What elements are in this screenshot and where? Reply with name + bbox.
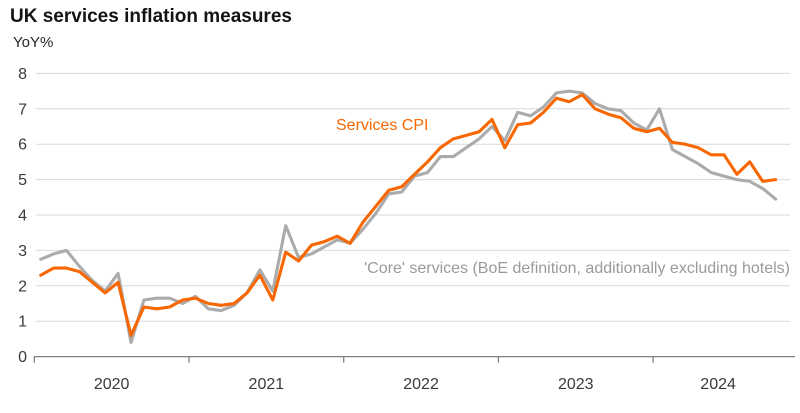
series-line (39, 89, 778, 344)
y-tick-label: 8 (18, 66, 27, 83)
series-label-core-services: 'Core' services (BoE definition, additio… (364, 260, 790, 277)
x-tick-label: 2020 (94, 376, 130, 393)
y-tick-label: 6 (18, 137, 27, 154)
x-tick-label: 2022 (403, 376, 439, 393)
series-line (39, 93, 778, 337)
y-tick-label: 7 (18, 101, 27, 118)
series-label-services-cpi: Services CPI (336, 117, 429, 134)
x-tick-label: 2024 (700, 376, 736, 393)
x-tick-label: 2023 (558, 376, 594, 393)
y-tick-label: 2 (18, 278, 27, 295)
x-tick-label: 2021 (249, 376, 285, 393)
chart-title: UK services inflation measures (10, 6, 292, 27)
y-tick-label: 0 (18, 349, 27, 366)
y-tick-label: 4 (18, 208, 27, 225)
y-tick-label: 3 (18, 243, 27, 260)
y-tick-label: 5 (18, 172, 27, 189)
y-axis-unit-label: YoY% (13, 34, 54, 51)
y-tick-label: 1 (18, 314, 27, 331)
